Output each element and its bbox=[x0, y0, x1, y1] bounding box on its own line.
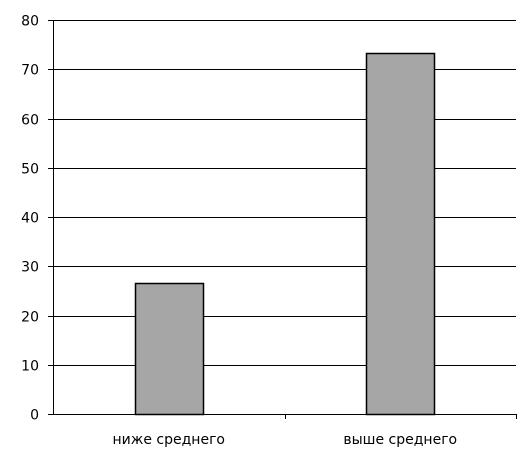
bars bbox=[134, 52, 436, 416]
x-tick-label: ниже среднего bbox=[113, 432, 226, 448]
y-tick-label: 60 bbox=[21, 113, 39, 129]
y-tick-label: 70 bbox=[21, 63, 39, 79]
y-tick-label: 50 bbox=[21, 162, 39, 178]
y-tick-labels: 0 10 20 30 40 50 60 70 80 bbox=[21, 14, 39, 424]
y-tick-label: 80 bbox=[21, 14, 39, 30]
x-tick-labels: ниже среднего выше среднего bbox=[113, 432, 458, 448]
y-tick-label: 30 bbox=[21, 260, 39, 276]
bar bbox=[365, 52, 436, 416]
axes bbox=[48, 20, 517, 419]
y-tick-label: 40 bbox=[21, 211, 39, 227]
y-tick-label: 0 bbox=[30, 408, 39, 424]
y-tick-label: 20 bbox=[21, 310, 39, 326]
y-tick-label: 10 bbox=[21, 359, 39, 375]
x-tick-label: выше среднего bbox=[343, 432, 457, 448]
bar bbox=[134, 282, 205, 416]
grid-lines bbox=[53, 20, 516, 366]
